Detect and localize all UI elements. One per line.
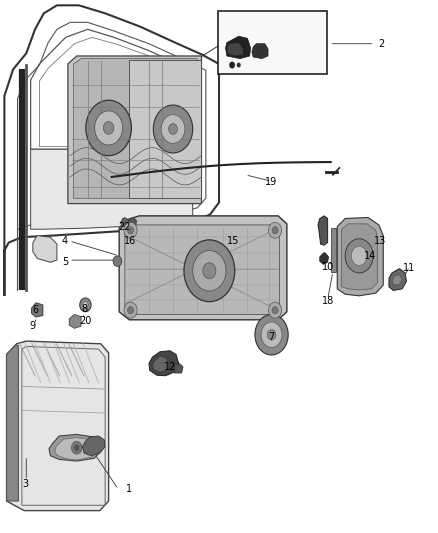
Polygon shape [82,436,105,456]
Circle shape [71,441,82,454]
Text: 8: 8 [81,304,87,314]
Polygon shape [342,224,378,290]
Circle shape [268,302,282,318]
Text: 10: 10 [321,262,334,271]
Circle shape [268,222,282,238]
Circle shape [169,124,177,134]
Circle shape [203,263,216,279]
Text: 16: 16 [124,236,137,246]
Polygon shape [68,56,201,204]
Polygon shape [392,274,402,285]
Polygon shape [226,36,251,59]
Text: 22: 22 [119,222,131,231]
Polygon shape [55,438,97,460]
Text: 18: 18 [321,296,334,306]
Bar [218,11,327,74]
Polygon shape [320,253,328,264]
Polygon shape [389,269,406,290]
Circle shape [74,445,79,450]
Polygon shape [69,314,81,328]
Text: 5: 5 [62,257,68,267]
Circle shape [351,246,367,265]
Circle shape [267,329,276,340]
Polygon shape [120,217,129,227]
Polygon shape [252,44,268,59]
Circle shape [80,298,91,312]
Circle shape [124,222,137,238]
Text: 4: 4 [62,236,68,246]
Polygon shape [129,60,201,198]
Polygon shape [74,59,197,198]
Circle shape [345,239,373,273]
Polygon shape [337,217,383,296]
Polygon shape [7,341,109,511]
Polygon shape [227,43,243,56]
Text: 14: 14 [364,251,376,261]
Circle shape [237,63,240,67]
Circle shape [113,256,122,266]
Circle shape [230,62,235,68]
Text: 1: 1 [126,484,132,494]
Polygon shape [318,216,328,245]
Polygon shape [125,225,279,314]
Text: 13: 13 [374,236,386,246]
Polygon shape [152,356,169,372]
Polygon shape [32,303,43,317]
Polygon shape [33,236,57,262]
Text: 20: 20 [79,316,92,326]
Circle shape [184,240,235,302]
Polygon shape [331,228,336,272]
Text: 19: 19 [265,177,277,187]
Circle shape [103,122,114,134]
Circle shape [255,314,288,355]
Circle shape [124,302,137,318]
Text: 15: 15 [227,236,239,246]
Circle shape [86,100,131,156]
Circle shape [272,227,278,234]
Circle shape [193,251,226,291]
Polygon shape [31,149,193,229]
Text: 11: 11 [403,263,416,272]
Polygon shape [174,364,183,373]
Text: 7: 7 [268,332,275,342]
Circle shape [153,105,193,153]
Text: 9: 9 [30,321,36,331]
Polygon shape [119,216,287,320]
Circle shape [95,111,123,145]
Text: 12: 12 [164,362,176,372]
Text: 2: 2 [378,39,384,49]
Circle shape [161,115,185,143]
Text: 6: 6 [33,305,39,315]
Polygon shape [7,345,18,501]
Circle shape [127,306,134,314]
Text: 3: 3 [22,479,28,489]
Polygon shape [149,351,179,376]
Circle shape [127,227,134,234]
Polygon shape [49,434,102,461]
Polygon shape [128,217,137,227]
Circle shape [272,306,278,314]
Circle shape [83,302,88,308]
Circle shape [261,322,282,348]
